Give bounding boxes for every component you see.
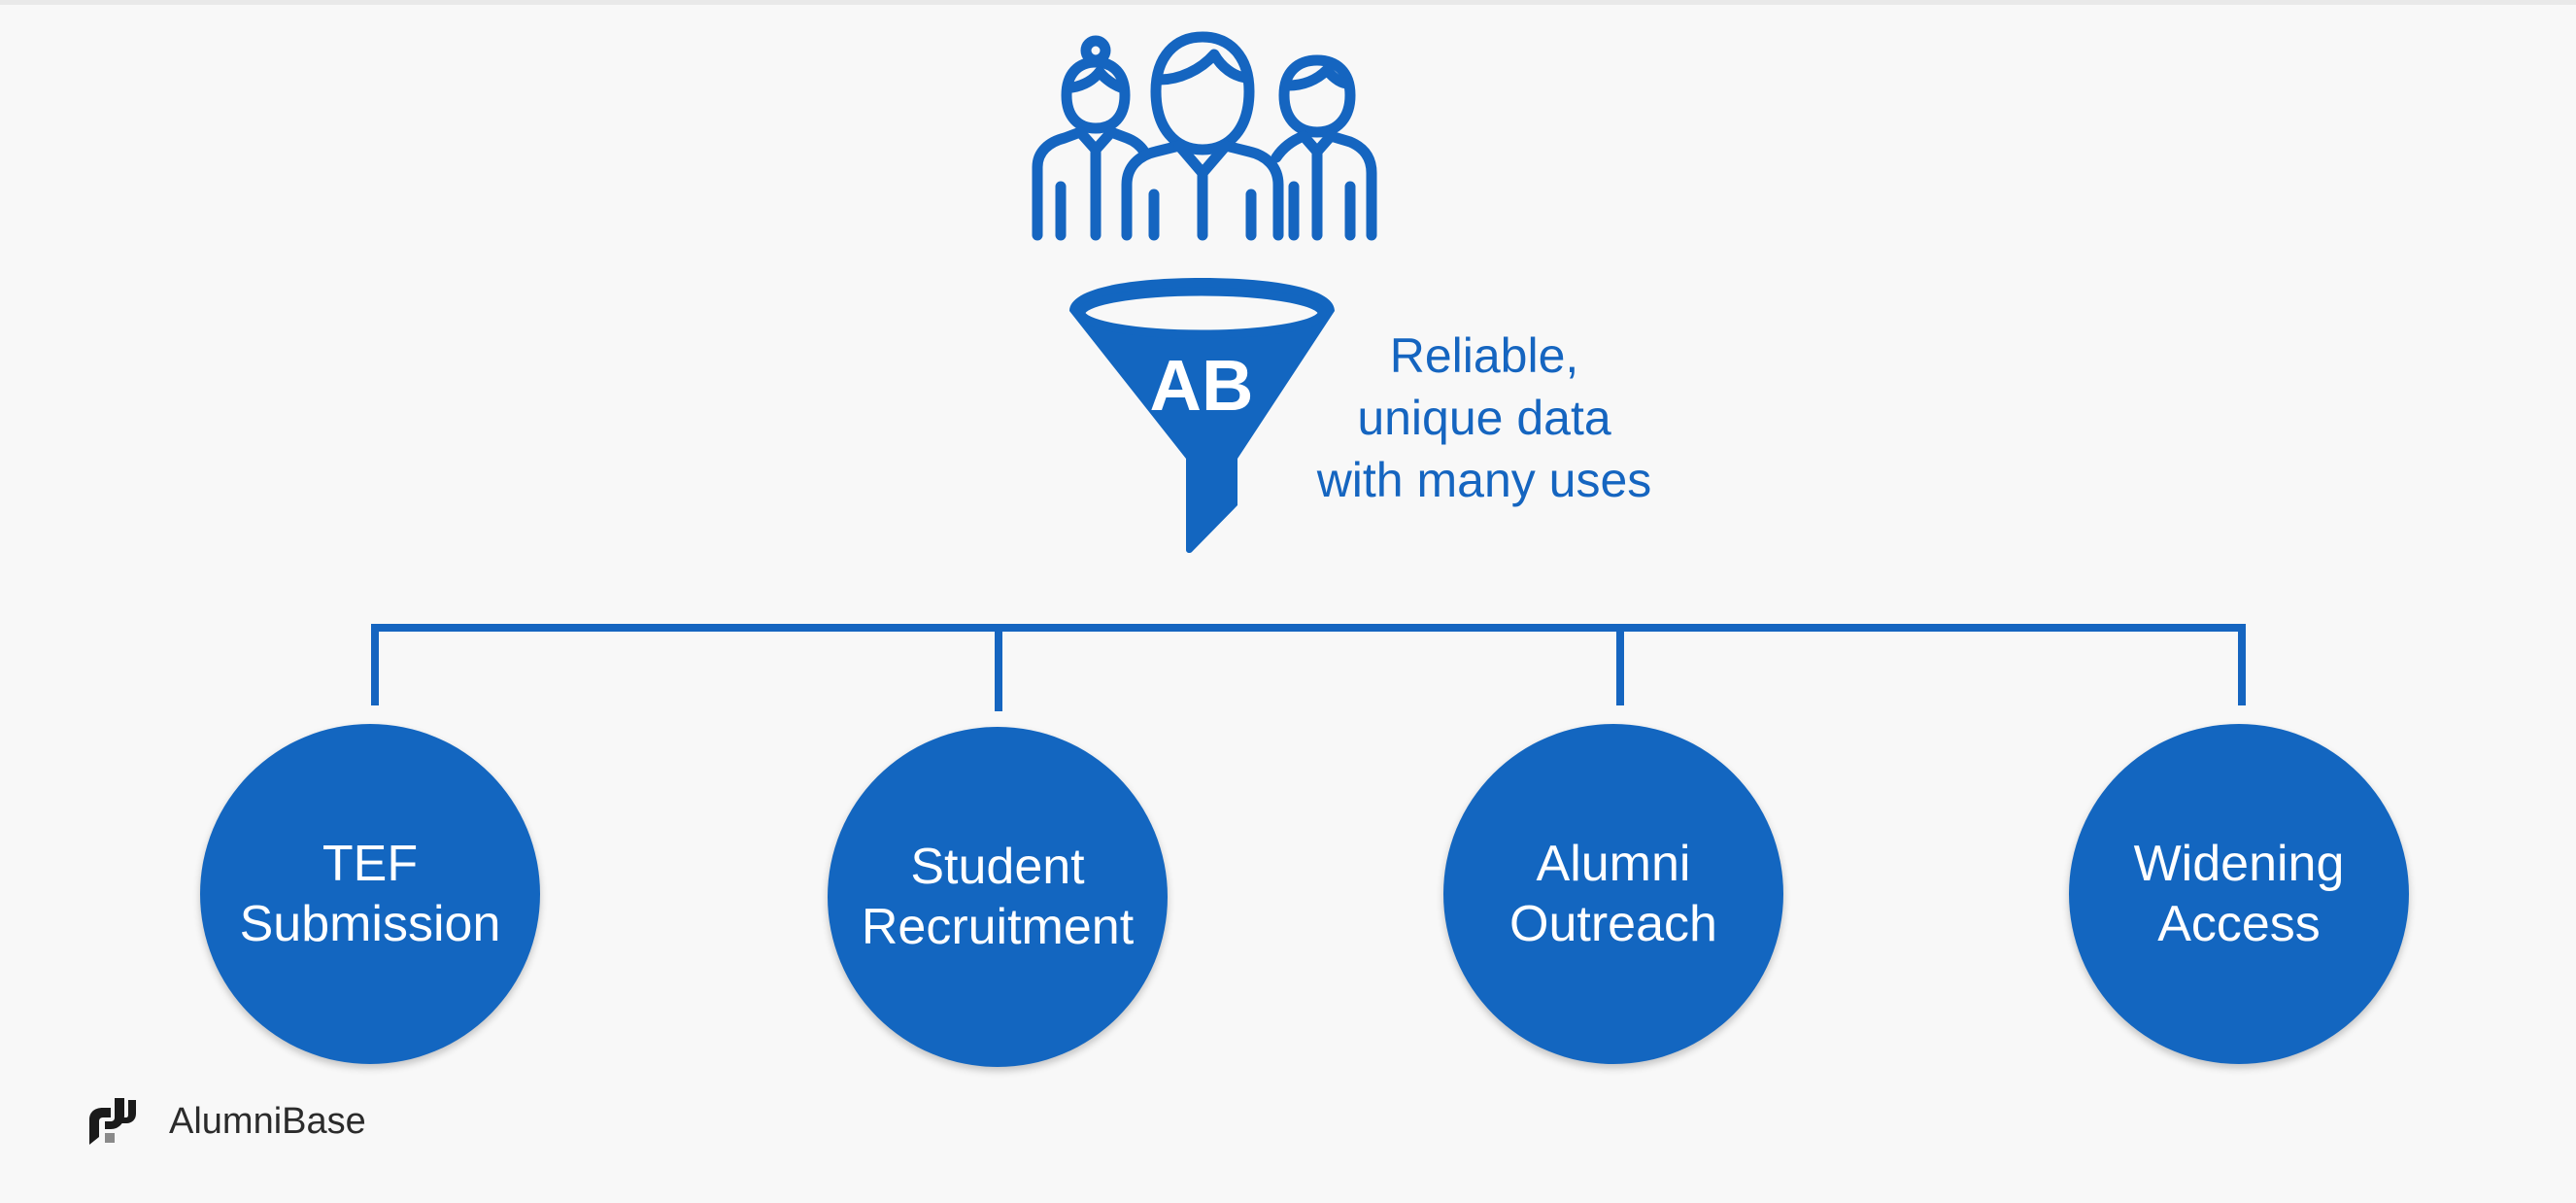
node-label-line: Outreach: [1509, 896, 1717, 952]
node-label-line: Student: [910, 839, 1085, 895]
node-label-line: TEF: [322, 836, 419, 892]
footer-brand: AlumniBase: [85, 1094, 366, 1149]
caption-line: with many uses: [1316, 453, 1652, 507]
alumnibase-logo-icon: [89, 1098, 136, 1145]
top-divider: [0, 0, 2576, 5]
brand-name: AlumniBase: [169, 1100, 366, 1142]
use-node-alumni-outreach: Alumni Outreach: [1443, 724, 1783, 1064]
node-label-line: Submission: [239, 896, 501, 952]
caption-line: Reliable,: [1389, 328, 1579, 383]
node-label-line: Widening: [2133, 836, 2345, 892]
node-label-line: Access: [2157, 896, 2321, 952]
node-label-line: Alumni: [1536, 836, 1691, 892]
funnel-icon: AB: [1069, 278, 1335, 554]
caption-line: unique data: [1357, 391, 1611, 445]
use-node-student-recruitment: Student Recruitment: [828, 727, 1168, 1067]
funnel-caption: Reliable, unique data with many uses: [1280, 325, 1688, 511]
connector-bracket: [371, 624, 2246, 705]
use-node-tef-submission: TEF Submission: [200, 724, 540, 1064]
node-label-line: Recruitment: [861, 899, 1135, 955]
use-node-widening-access: Widening Access: [2069, 724, 2409, 1064]
funnel-badge-text: AB: [1150, 345, 1254, 426]
people-group-icon: [1032, 31, 1377, 241]
